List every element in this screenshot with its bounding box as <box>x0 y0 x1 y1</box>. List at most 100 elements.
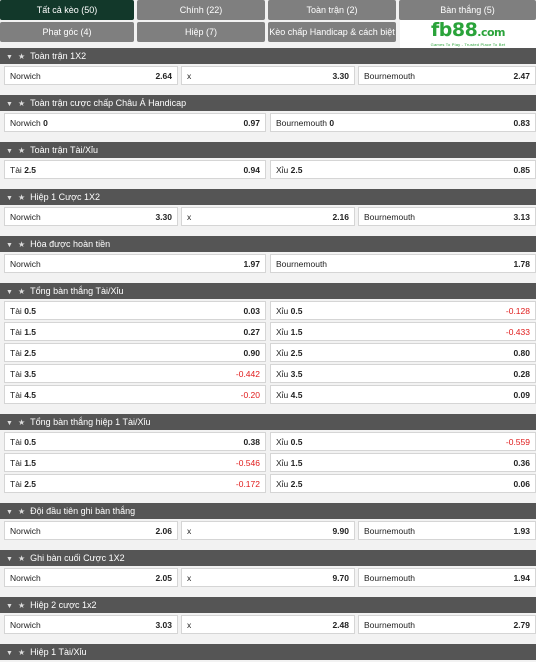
odds-value[interactable]: 0.90 <box>243 348 260 358</box>
odds-value[interactable]: 0.97 <box>243 118 260 128</box>
star-icon[interactable]: ★ <box>17 146 26 155</box>
odds-cell[interactable]: Tài 3.5 -0.442 <box>4 364 266 383</box>
odds-value[interactable]: -0.20 <box>240 390 260 400</box>
odds-value[interactable]: -0.442 <box>235 369 260 379</box>
odds-value[interactable]: 1.78 <box>513 259 530 269</box>
odds-cell[interactable]: Bournemouth 3.13 <box>358 207 536 226</box>
section-header[interactable]: ▼ ★ Hiệp 1 Cược 1X2 <box>0 189 536 205</box>
caret-down-icon[interactable]: ▼ <box>6 242 13 249</box>
odds-cell[interactable]: Tài 2.5 -0.172 <box>4 474 266 493</box>
odds-value[interactable]: 2.79 <box>513 620 530 630</box>
section-header[interactable]: ▼ ★ Toàn trận 1X2 <box>0 48 536 64</box>
odds-value[interactable]: 0.36 <box>513 458 530 468</box>
odds-value[interactable]: -0.559 <box>505 437 530 447</box>
odds-value[interactable]: 3.30 <box>332 71 349 81</box>
odds-cell[interactable]: Tài 2.5 0.94 <box>4 160 266 179</box>
odds-cell[interactable]: Bournemouth 1.94 <box>358 568 536 587</box>
odds-cell[interactable]: Bournemouth 2.47 <box>358 66 536 85</box>
star-icon[interactable]: ★ <box>17 648 26 657</box>
section-header[interactable]: ▼ ★ Ghi bàn cuối Cược 1X2 <box>0 550 536 566</box>
odds-value[interactable]: 0.94 <box>243 165 260 175</box>
odds-cell[interactable]: Tài 1.5 0.27 <box>4 322 266 341</box>
odds-cell[interactable]: Norwich 3.30 <box>4 207 178 226</box>
star-icon[interactable]: ★ <box>17 287 26 296</box>
odds-value[interactable]: 2.16 <box>332 212 349 222</box>
odds-value[interactable]: 1.94 <box>513 573 530 583</box>
star-icon[interactable]: ★ <box>17 507 26 516</box>
section-header[interactable]: ▼ ★ Tổng bàn thắng hiệp 1 Tài/Xỉu <box>0 414 536 430</box>
odds-cell[interactable]: Xỉu 2.5 0.85 <box>270 160 536 179</box>
odds-value[interactable]: 2.48 <box>332 620 349 630</box>
odds-value[interactable]: 9.70 <box>332 573 349 583</box>
star-icon[interactable]: ★ <box>17 240 26 249</box>
odds-cell[interactable]: Norwich 0 0.97 <box>4 113 266 132</box>
odds-cell[interactable]: Tài 2.5 0.90 <box>4 343 266 362</box>
odds-value[interactable]: 0.28 <box>513 369 530 379</box>
odds-cell[interactable]: Norwich 2.05 <box>4 568 178 587</box>
star-icon[interactable]: ★ <box>17 99 26 108</box>
odds-value[interactable]: 0.27 <box>243 327 260 337</box>
section-header[interactable]: ▼ ★ Toàn trận cược chấp Châu Á Handicap <box>0 95 536 111</box>
odds-cell[interactable]: x 3.30 <box>181 66 355 85</box>
odds-value[interactable]: 9.90 <box>332 526 349 536</box>
odds-cell[interactable]: Bournemouth 2.79 <box>358 615 536 634</box>
odds-cell[interactable]: x 2.48 <box>181 615 355 634</box>
tab-corners[interactable]: Phạt góc (4) <box>0 22 134 42</box>
caret-down-icon[interactable]: ▼ <box>6 195 13 202</box>
odds-cell[interactable]: Xỉu 0.5 -0.559 <box>270 432 536 451</box>
odds-value[interactable]: 0.09 <box>513 390 530 400</box>
odds-value[interactable]: 2.06 <box>155 526 172 536</box>
star-icon[interactable]: ★ <box>17 52 26 61</box>
tab-main[interactable]: Chính (22) <box>137 0 265 20</box>
odds-cell[interactable]: x 9.90 <box>181 521 355 540</box>
odds-cell[interactable]: Norwich 2.64 <box>4 66 178 85</box>
odds-value[interactable]: 0.80 <box>513 348 530 358</box>
section-header[interactable]: ▼ ★ Đội đầu tiên ghi bàn thắng <box>0 503 536 519</box>
odds-value[interactable]: 1.93 <box>513 526 530 536</box>
odds-cell[interactable]: Xỉu 0.5 -0.128 <box>270 301 536 320</box>
section-header[interactable]: ▼ ★ Tổng bàn thắng Tài/Xỉu <box>0 283 536 299</box>
odds-cell[interactable]: Bournemouth 1.78 <box>270 254 536 273</box>
odds-cell[interactable]: Bournemouth 1.93 <box>358 521 536 540</box>
odds-value[interactable]: 0.38 <box>243 437 260 447</box>
odds-value[interactable]: 2.64 <box>155 71 172 81</box>
odds-value[interactable]: 1.97 <box>243 259 260 269</box>
odds-value[interactable]: 0.85 <box>513 165 530 175</box>
caret-down-icon[interactable]: ▼ <box>6 101 13 108</box>
odds-value[interactable]: -0.433 <box>505 327 530 337</box>
star-icon[interactable]: ★ <box>17 418 26 427</box>
odds-cell[interactable]: Tài 4.5 -0.20 <box>4 385 266 404</box>
odds-cell[interactable]: Tài 1.5 -0.546 <box>4 453 266 472</box>
odds-value[interactable]: 0.83 <box>513 118 530 128</box>
star-icon[interactable]: ★ <box>17 193 26 202</box>
section-header[interactable]: ▼ ★ Hòa được hoàn tiền <box>0 236 536 252</box>
caret-down-icon[interactable]: ▼ <box>6 54 13 61</box>
odds-value[interactable]: 3.03 <box>155 620 172 630</box>
section-header[interactable]: ▼ ★ Hiệp 1 Tài/Xỉu <box>0 644 536 660</box>
odds-cell[interactable]: x 9.70 <box>181 568 355 587</box>
odds-value[interactable]: 3.13 <box>513 212 530 222</box>
odds-cell[interactable]: Tài 0.5 0.03 <box>4 301 266 320</box>
star-icon[interactable]: ★ <box>17 554 26 563</box>
odds-value[interactable]: 0.06 <box>513 479 530 489</box>
tab-halves[interactable]: Hiệp (7) <box>137 22 265 42</box>
odds-cell[interactable]: x 2.16 <box>181 207 355 226</box>
odds-cell[interactable]: Xỉu 2.5 0.80 <box>270 343 536 362</box>
odds-value[interactable]: -0.172 <box>235 479 260 489</box>
odds-cell[interactable]: Xỉu 3.5 0.28 <box>270 364 536 383</box>
caret-down-icon[interactable]: ▼ <box>6 509 13 516</box>
odds-value[interactable]: -0.546 <box>235 458 260 468</box>
caret-down-icon[interactable]: ▼ <box>6 289 13 296</box>
caret-down-icon[interactable]: ▼ <box>6 420 13 427</box>
odds-value[interactable]: 3.30 <box>155 212 172 222</box>
odds-cell[interactable]: Norwich 3.03 <box>4 615 178 634</box>
odds-cell[interactable]: Xỉu 1.5 0.36 <box>270 453 536 472</box>
caret-down-icon[interactable]: ▼ <box>6 650 13 657</box>
odds-value[interactable]: 0.03 <box>243 306 260 316</box>
odds-cell[interactable]: Xỉu 2.5 0.06 <box>270 474 536 493</box>
tab-fulltime[interactable]: Toàn trận (2) <box>268 0 396 20</box>
odds-cell[interactable]: Tài 0.5 0.38 <box>4 432 266 451</box>
odds-cell[interactable]: Xỉu 4.5 0.09 <box>270 385 536 404</box>
tab-all[interactable]: Tất cả kèo (50) <box>0 0 134 20</box>
odds-cell[interactable]: Norwich 1.97 <box>4 254 266 273</box>
